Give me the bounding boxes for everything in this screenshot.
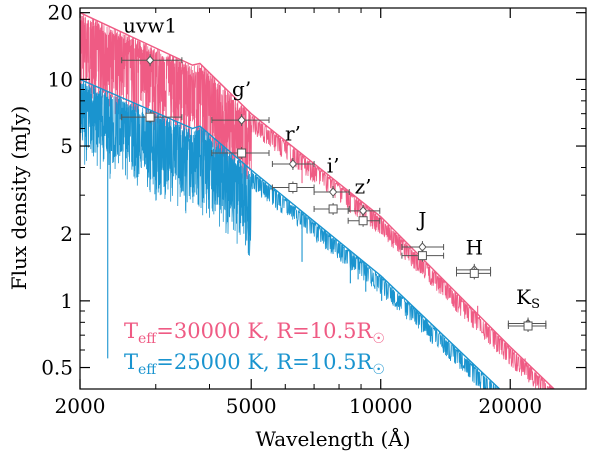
band-label: J [416,207,426,231]
diamond-marker [237,115,246,125]
photometry-0: uvw1 [121,13,183,124]
model-continuum [80,12,556,389]
diamond-marker [288,159,298,169]
square-marker [145,112,155,122]
y-tick-label: 1 [60,289,73,313]
x-tick-label: 10000 [349,394,413,418]
photometry-points: uvw1 g’ r’ i’ z’ J H KS [121,13,547,333]
photometry-5: J [401,207,445,262]
square-marker [237,148,247,158]
x-tick-label: 5000 [226,394,277,418]
y-tick-label: 20 [48,1,73,25]
model-continuum [80,78,501,389]
y-tick-label: 0.5 [41,356,73,380]
photometry-2: r’ [271,121,315,194]
photometry-3: i’ [313,153,350,215]
photometry-7: KS [507,285,547,333]
x-axis-label: Wavelength (Å) [255,426,410,451]
diamond-marker [145,55,155,66]
square-marker [523,321,533,331]
band-label: uvw1 [123,13,177,37]
square-marker [358,216,368,226]
photometry-1: g’ [211,77,270,160]
x-tick-label: 20000 [478,394,542,418]
square-marker [469,268,479,278]
square-marker [328,204,338,214]
band-label: KS [516,285,540,312]
legend-entry-1: Teff=25000 K, R=10.5R☉ [124,350,385,378]
axis-ticks: 0.5 1 2 5 10 20 2000 5000 10000 20000 [41,1,587,418]
y-tick-label: 10 [48,67,73,91]
band-label: i’ [327,153,340,177]
square-marker [417,251,427,261]
photometry-6: H [455,235,492,280]
model-spectrum-1 [80,78,501,389]
legend: Teff=30000 K, R=10.5R☉ Teff=25000 K, R=10… [124,319,385,378]
plot-frame [79,7,587,390]
band-label: z’ [355,175,372,199]
y-tick-label: 5 [60,134,73,158]
photometry-4: z’ [347,175,381,227]
model-spectra [80,12,556,389]
band-label: r’ [285,121,301,145]
y-axis-label: Flux density (mJy) [7,106,31,291]
band-label: H [466,235,483,259]
square-marker [288,182,298,192]
legend-entry-0: Teff=30000 K, R=10.5R☉ [124,319,385,347]
diamond-marker [328,187,338,197]
y-tick-label: 2 [60,222,73,246]
x-tick-label: 2000 [55,394,106,418]
band-label: g’ [232,77,251,101]
